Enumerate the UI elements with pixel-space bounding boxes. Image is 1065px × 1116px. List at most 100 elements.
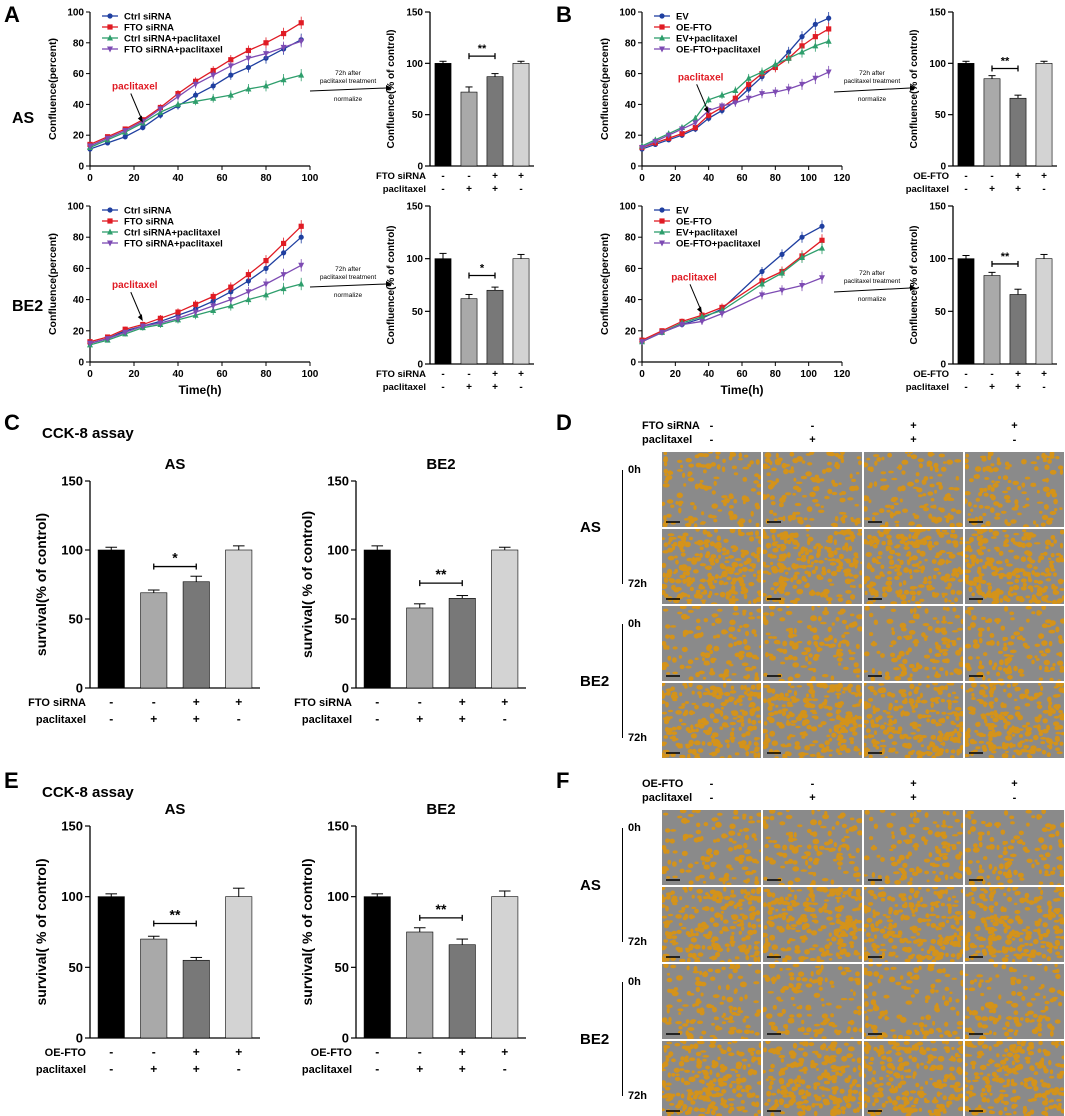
cell-blob xyxy=(733,606,738,611)
legend-label: OE-FTO+paclitaxel xyxy=(676,239,761,250)
cell-blob xyxy=(666,753,670,757)
cell-blob xyxy=(979,505,984,509)
cell-blob xyxy=(738,858,745,862)
cell-blob xyxy=(917,810,922,812)
cell-blob xyxy=(662,584,667,589)
cell-blob xyxy=(839,845,842,848)
cell-blob xyxy=(706,579,712,583)
cell-blob xyxy=(881,898,885,902)
y-tick-label: 100 xyxy=(929,59,946,70)
cell-blob xyxy=(958,873,962,877)
cell-blob xyxy=(845,952,851,957)
cell-blob xyxy=(678,543,685,548)
cell-blob xyxy=(731,562,738,568)
cell-blob xyxy=(906,554,910,557)
cell-blob xyxy=(941,712,946,715)
cell-blob xyxy=(998,503,1003,507)
cell-blob xyxy=(684,542,691,548)
cell-blob xyxy=(1016,750,1022,755)
cell-blob xyxy=(1046,478,1049,483)
cell-blob xyxy=(744,889,747,894)
cell-blob xyxy=(686,458,692,462)
cell-blob xyxy=(925,536,932,540)
cell-blob xyxy=(726,576,731,580)
cell-blob xyxy=(929,710,936,713)
legend-marker xyxy=(107,13,112,18)
cell-blob xyxy=(739,703,743,705)
cell-blob xyxy=(1060,530,1064,535)
cell-blob xyxy=(730,732,734,736)
cell-blob xyxy=(714,529,718,533)
y-tick-label: 100 xyxy=(67,202,84,213)
cell-blob xyxy=(811,810,814,815)
cell-blob xyxy=(942,742,945,747)
cell-blob xyxy=(834,638,837,643)
cell-blob xyxy=(1001,511,1007,514)
cell-blob xyxy=(728,627,735,632)
cell-blob xyxy=(881,574,885,577)
cell-blob xyxy=(872,641,876,647)
micrograph-cells xyxy=(763,606,862,681)
annotation-arrow xyxy=(131,94,142,120)
micrograph-image xyxy=(864,606,963,681)
x-tick-label: 120 xyxy=(834,369,851,380)
cell-blob xyxy=(768,910,773,915)
cell-blob xyxy=(716,838,720,842)
condition-label: OE-FTO xyxy=(45,1047,87,1059)
cell-blob xyxy=(782,704,786,707)
cell-blob xyxy=(918,584,925,588)
legend-marker xyxy=(659,218,664,223)
condition-sign: - xyxy=(375,1062,379,1076)
cell-blob xyxy=(768,916,775,920)
cell-blob xyxy=(765,733,768,739)
cell-blob xyxy=(912,914,916,917)
cell-blob xyxy=(830,644,836,648)
cell-blob xyxy=(754,956,758,962)
condition-sign: + xyxy=(150,1062,157,1076)
cell-blob xyxy=(1001,830,1006,835)
cell-blob xyxy=(797,824,802,827)
cell-blob xyxy=(991,726,994,730)
cell-blob xyxy=(816,648,822,652)
cell-blob xyxy=(698,586,705,590)
cell-blob xyxy=(918,494,923,497)
cell-blob xyxy=(950,755,955,758)
cell-blob xyxy=(926,718,930,722)
cell-blob xyxy=(753,574,756,577)
cell-blob xyxy=(1042,596,1049,598)
cell-blob xyxy=(663,609,668,612)
cell-blob xyxy=(878,887,884,890)
cell-blob xyxy=(968,513,971,516)
cell-blob xyxy=(1035,644,1041,647)
cell-blob xyxy=(801,546,806,551)
cell-blob xyxy=(842,620,847,624)
cell-blob xyxy=(727,743,730,748)
cell-blob xyxy=(920,897,923,902)
cell-blob xyxy=(1042,729,1048,734)
cell-blob xyxy=(881,694,885,698)
cell-blob xyxy=(696,619,700,624)
cell-blob xyxy=(788,690,792,693)
bar xyxy=(226,550,252,688)
cell-blob xyxy=(937,738,943,741)
condition-sign: - xyxy=(109,712,113,726)
cell-blob xyxy=(737,715,742,718)
cell-blob xyxy=(790,452,795,457)
cell-blob xyxy=(719,726,723,730)
cell-blob xyxy=(909,824,916,827)
cell-blob xyxy=(724,499,731,502)
cell-blob xyxy=(932,949,939,955)
cell-blob xyxy=(724,896,730,900)
cell-blob xyxy=(732,673,737,675)
cell-blob xyxy=(921,948,924,951)
cell-blob xyxy=(755,657,759,660)
cell-blob xyxy=(669,578,673,581)
cell-blob xyxy=(705,892,709,895)
cell-blob xyxy=(767,480,773,482)
cell-blob xyxy=(748,945,751,950)
cell-blob xyxy=(745,751,749,756)
micrograph-condition-sign: + xyxy=(907,434,921,446)
significance-label: ** xyxy=(1001,55,1010,67)
cell-blob xyxy=(747,464,751,468)
